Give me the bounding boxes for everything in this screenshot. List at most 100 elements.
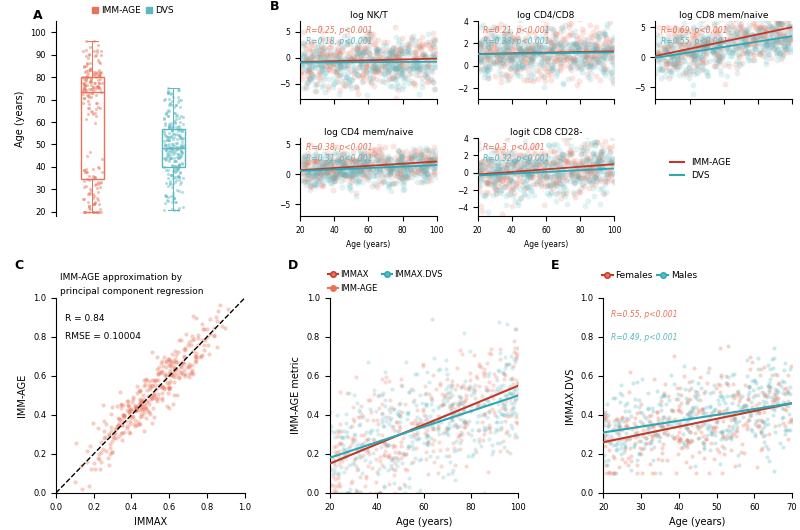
Point	[553, 175, 566, 183]
Point	[397, 162, 410, 170]
Point	[671, 394, 684, 403]
Point	[616, 454, 629, 463]
Point	[723, 14, 736, 23]
Point	[606, 134, 618, 142]
Point	[398, 76, 410, 85]
Point	[550, 161, 563, 169]
Point	[559, 186, 572, 195]
Point	[317, 168, 330, 176]
Point	[133, 387, 146, 395]
Point	[660, 46, 673, 54]
Text: R=0.38, p<0.001: R=0.38, p<0.001	[483, 37, 550, 46]
Point	[595, 47, 608, 55]
Point	[408, 152, 421, 160]
Point	[344, 168, 357, 176]
Point	[386, 50, 398, 58]
Point	[594, 76, 606, 85]
Point	[114, 401, 127, 409]
Point	[771, 15, 784, 24]
Point	[436, 401, 449, 409]
Point	[218, 323, 231, 332]
Point	[320, 149, 333, 157]
Point	[358, 142, 371, 151]
Point	[327, 455, 340, 463]
Point	[506, 375, 519, 384]
Point	[402, 482, 415, 491]
Point	[317, 50, 330, 59]
Point	[706, 40, 719, 49]
Point	[91, 196, 104, 205]
Point	[171, 127, 184, 135]
Point	[755, 40, 768, 48]
Point	[473, 167, 486, 176]
Point	[447, 409, 460, 417]
Point	[490, 46, 502, 55]
Point	[573, 166, 586, 174]
Point	[340, 445, 353, 453]
Point	[485, 149, 498, 157]
Point	[735, 447, 748, 456]
Point	[494, 382, 506, 390]
Point	[182, 369, 195, 378]
Point	[404, 40, 417, 49]
Point	[577, 139, 590, 148]
Point	[440, 390, 453, 399]
Point	[406, 432, 419, 441]
Point	[164, 383, 177, 391]
Point	[517, 176, 530, 185]
Point	[399, 47, 412, 55]
Point	[455, 410, 468, 418]
Point	[666, 417, 679, 425]
Point	[520, 164, 533, 172]
Point	[734, 36, 747, 44]
Point	[715, 39, 728, 48]
Point	[707, 381, 720, 390]
Point	[523, 52, 536, 60]
Point	[537, 72, 550, 80]
Point	[581, 51, 594, 59]
Point	[401, 163, 414, 171]
Point	[104, 423, 117, 431]
Point	[538, 159, 551, 167]
Point	[335, 45, 348, 53]
Point	[85, 77, 98, 85]
Point	[495, 145, 508, 153]
Point	[769, 398, 782, 406]
Point	[494, 149, 507, 158]
Point	[716, 442, 729, 450]
Point	[394, 172, 406, 181]
Point	[499, 353, 512, 361]
Point	[472, 399, 485, 408]
Point	[357, 157, 370, 166]
Point	[321, 159, 334, 167]
Point	[664, 406, 677, 414]
Point	[607, 176, 620, 185]
Point	[474, 52, 487, 60]
Point	[422, 378, 435, 387]
Point	[162, 95, 175, 104]
Point	[498, 29, 510, 37]
Point	[427, 155, 440, 163]
Point	[353, 43, 366, 51]
Point	[298, 164, 310, 173]
Point	[304, 182, 317, 190]
Point	[552, 173, 565, 181]
Point	[392, 166, 405, 174]
Point	[81, 91, 94, 100]
Point	[330, 143, 343, 152]
Point	[485, 169, 498, 178]
Point	[646, 431, 658, 440]
Point	[504, 175, 517, 184]
Point	[385, 166, 398, 174]
Point	[79, 52, 92, 60]
Point	[560, 51, 573, 59]
Point	[342, 78, 355, 87]
Point	[399, 58, 412, 67]
Point	[491, 45, 504, 53]
Point	[338, 76, 351, 85]
Point	[417, 59, 430, 68]
Point	[564, 148, 577, 156]
Point	[368, 390, 381, 399]
Point	[174, 152, 187, 160]
Point	[158, 115, 170, 123]
